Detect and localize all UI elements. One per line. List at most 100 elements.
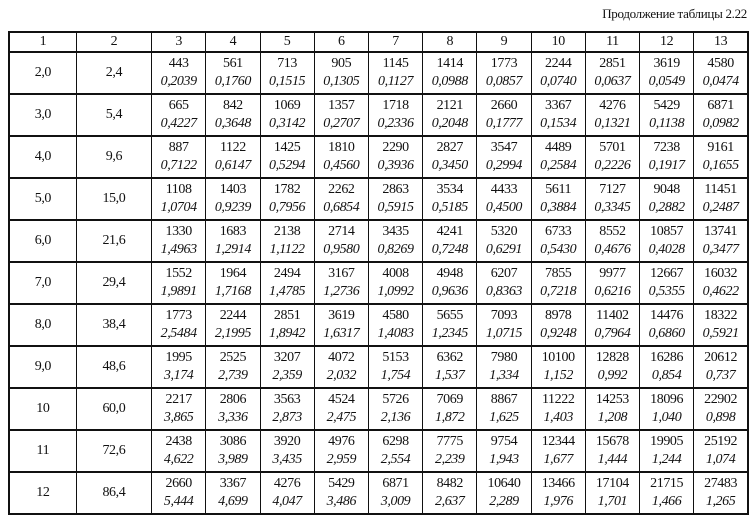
table-cell: 2290 0,3936 [367,135,424,179]
cell-value: 13466 [541,476,575,491]
cell-coefficient: 4,622 [163,452,194,467]
cell-value: 7238 [653,140,680,155]
table-cell: 7855 0,7218 [530,261,586,305]
table-cell: 1964 1,7168 [205,261,261,305]
table-cell: 22902 0,898 [693,387,749,431]
cell-coefficient: 1,1122 [269,242,305,257]
cell-coefficient: 1,4963 [160,242,198,257]
table-cell: 10100 1,152 [530,345,586,389]
cell-value: 4524 [328,392,355,407]
cell-value: 15678 [595,434,629,449]
cell-value: 14476 [650,308,684,323]
table-cell: 21715 1,466 [639,471,695,515]
cell-value: 1425 [273,140,301,155]
table-cell: 12667 0,5355 [639,261,695,305]
row-key-c1: 4,0 [8,135,77,179]
table-row: 2,0 2,4 443 0,2039 561 0,1760 713 0,1515 905 0,13… [8,51,749,95]
table-cell: 2262 0,6854 [313,177,369,221]
table-row: 6,0 21,6 1330 1,4963 1683 1,2914 2138 1,1122 271… [8,219,749,263]
cell-value: 8867 [490,392,518,407]
cell-coefficient: 1,8942 [269,326,306,341]
cell-value: 2660 [490,98,518,113]
cell-coefficient: 0,6216 [594,284,631,299]
cell-coefficient: 3,009 [380,494,411,509]
table-cell: 4580 1,4083 [367,303,424,347]
row-key-c2: 21,6 [75,219,153,263]
table-cell: 2138 1,1122 [259,219,315,263]
cell-value: 11451 [704,182,737,197]
cell-value: 25192 [704,434,738,449]
table-cell: 887 0,7122 [151,135,207,179]
cell-value: 3619 [653,56,680,71]
row-key-c2: 29,4 [75,261,153,305]
cell-value: 3920 [273,434,301,449]
cell-value: 10100 [541,350,575,365]
table-cell: 9161 0,1655 [693,135,749,179]
cell-coefficient: 0,5185 [431,200,469,215]
cell-coefficient: 0,7248 [431,242,469,257]
cell-value: 905 [331,56,352,71]
cell-value: 7980 [490,350,518,365]
cell-coefficient: 0,1321 [594,116,631,131]
cell-coefficient: 0,3884 [540,200,577,215]
table-cell: 4276 0,1321 [584,93,641,137]
table-cell: 3207 2,359 [259,345,315,389]
table-cell: 16032 0,4622 [693,261,749,305]
table-cell: 5701 0,2226 [584,135,641,179]
cell-coefficient: 0,1917 [648,158,686,173]
cell-value: 1964 [219,266,247,281]
cell-coefficient: 0,0982 [702,116,740,131]
cell-coefficient: 0,1127 [378,74,414,89]
cell-value: 14253 [595,392,629,407]
cell-value: 1773 [165,308,192,323]
cell-coefficient: 1,7168 [214,284,252,299]
cell-value: 3563 [273,392,301,407]
table-cell: 6871 0,0982 [693,93,749,137]
cell-value: 443 [168,56,189,71]
table-cell: 7069 1,872 [422,387,478,431]
table-cell: 4976 2,959 [313,429,369,473]
table-cell: 5655 1,2345 [422,303,478,347]
cell-coefficient: 1,2736 [323,284,360,299]
cell-value: 5153 [382,350,409,365]
table-cell: 12344 1,677 [530,429,586,473]
cell-coefficient: 2,5484 [160,326,198,341]
table-cell: 7238 0,1917 [639,135,695,179]
table-cell: 1683 1,2914 [205,219,261,263]
table-cell: 9977 0,6216 [584,261,641,305]
cell-coefficient: 0,9248 [540,326,577,341]
cell-coefficient: 4,699 [218,494,248,509]
row-key-c1: 8,0 [8,303,77,347]
cell-coefficient: 0,9636 [431,284,469,299]
cell-value: 1145 [382,56,409,71]
table-cell: 7980 1,334 [476,345,532,389]
table-cell: 7775 2,239 [422,429,478,473]
cell-value: 3435 [382,224,409,239]
column-header: 5 [259,31,315,53]
cell-value: 2827 [436,140,464,155]
cell-value: 7093 [490,308,518,323]
cell-value: 842 [222,98,243,113]
cell-value: 561 [222,56,243,71]
table-row: 3,0 5,4 665 0,4227 842 0,3648 1069 0,3142 1357 0,… [8,93,749,137]
table-cell: 3547 0,2994 [476,135,532,179]
cell-value: 9754 [490,434,518,449]
table-cell: 3086 3,989 [205,429,261,473]
table-cell: 27483 1,265 [693,471,749,515]
cell-value: 9977 [599,266,626,281]
cell-value: 4072 [328,350,355,365]
cell-value: 2438 [165,434,192,449]
cell-coefficient: 0,0637 [594,74,631,89]
cell-value: 1810 [328,140,355,155]
row-key-c2: 9,6 [75,135,153,179]
cell-coefficient: 0,3142 [269,116,306,131]
table-cell: 4580 0,0474 [693,51,749,95]
cell-coefficient: 0,2039 [160,74,198,89]
cell-coefficient: 1,537 [435,368,465,383]
cell-value: 7775 [436,434,464,449]
table-cell: 18096 1,040 [639,387,695,431]
cell-value: 6871 [382,476,409,491]
cell-value: 5655 [436,308,464,323]
cell-coefficient: 0,5915 [377,200,414,215]
cell-coefficient: 0,8269 [377,242,414,257]
